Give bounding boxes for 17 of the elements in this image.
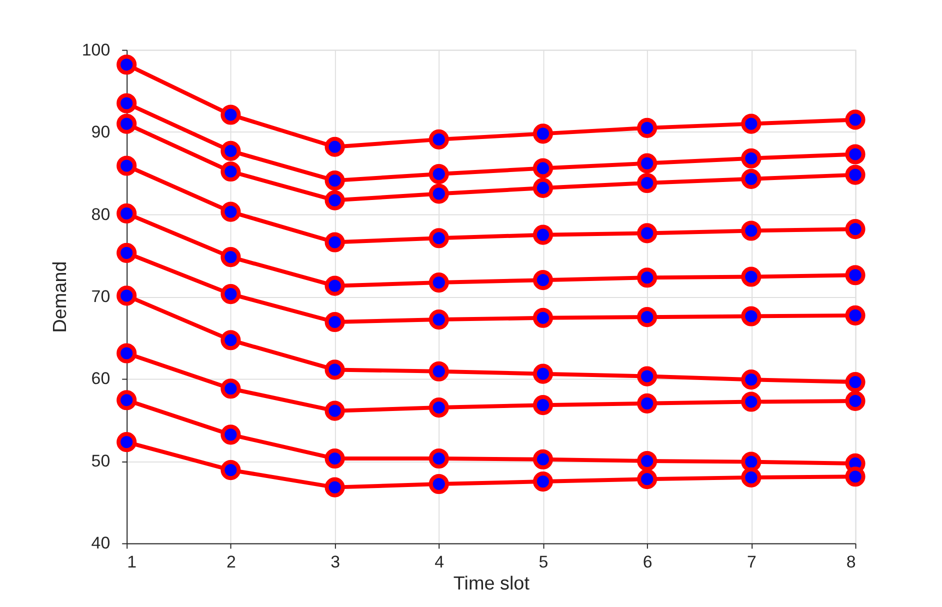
y-tick-label: 50	[91, 451, 110, 470]
x-tick-label: 5	[538, 552, 548, 572]
x-tick-label: 2	[226, 552, 236, 572]
x-tick-label: 1	[127, 552, 137, 572]
y-tick-label: 80	[91, 204, 110, 224]
x-tick-label: 7	[746, 552, 756, 572]
y-tick-label: 40	[91, 534, 110, 553]
y-tick-label: 60	[91, 369, 110, 388]
y-tick-label: 90	[91, 122, 110, 142]
y-tick-label: 100	[82, 40, 110, 60]
x-tick-label: 3	[330, 552, 340, 572]
x-tick-label: 6	[642, 552, 652, 572]
x-tick-label: 4	[434, 552, 444, 572]
y-axis-title: Demand	[50, 261, 71, 333]
x-tick-label: 8	[846, 552, 856, 572]
x-axis-title: Time slot	[453, 574, 530, 595]
y-tick-label: 70	[91, 287, 110, 306]
